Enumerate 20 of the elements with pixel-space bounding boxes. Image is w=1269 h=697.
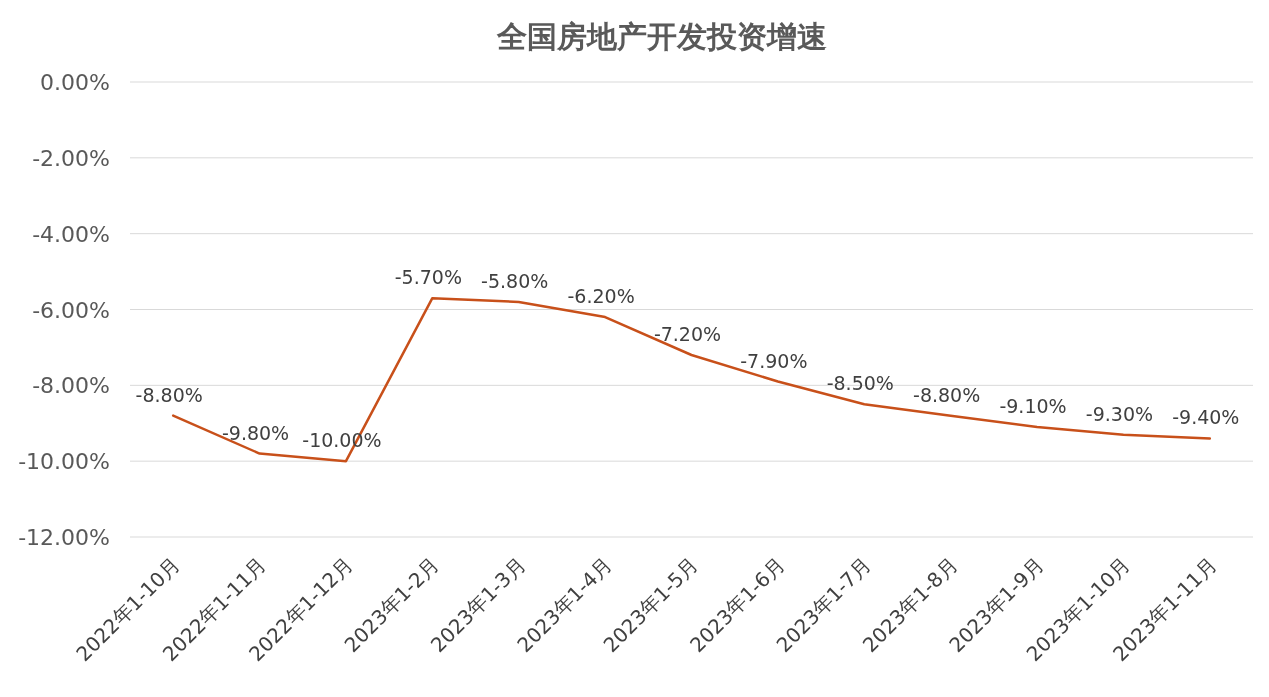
data-label: -5.70% (394, 266, 462, 289)
data-label: -6.20% (567, 285, 635, 308)
data-label: -5.80% (481, 269, 549, 292)
y-tick-label: -4.00% (32, 221, 110, 247)
chart-title: 全国房地产开发投资增速 (495, 19, 827, 54)
y-tick-label: 0.00% (40, 70, 110, 95)
data-label: -9.30% (1085, 402, 1154, 425)
data-label: -9.40% (1172, 406, 1240, 429)
data-label: -7.20% (653, 323, 722, 345)
data-label: -8.80% (135, 383, 203, 406)
data-label: -9.80% (221, 421, 290, 444)
data-label: -9.10% (999, 395, 1067, 418)
data-label: -8.80% (913, 383, 981, 406)
data-label: -7.90% (740, 349, 808, 372)
y-tick-label: -12.00% (18, 525, 110, 550)
y-tick-label: -2.00% (32, 145, 110, 171)
y-tick-label: -10.00% (18, 449, 110, 475)
data-label: -8.50% (826, 372, 894, 395)
y-tick-label: -8.00% (32, 373, 110, 399)
y-tick-label: -6.00% (32, 297, 110, 323)
